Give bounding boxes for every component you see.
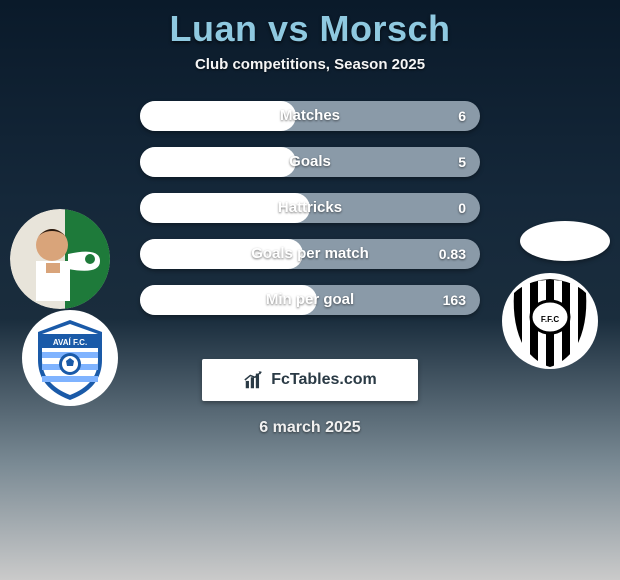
bar-label: Matches <box>140 101 480 131</box>
bar-track: Min per goal 163 <box>140 285 480 315</box>
bar-value: 0 <box>458 193 466 223</box>
bar-label: Goals <box>140 147 480 177</box>
bar-value: 6 <box>458 101 466 131</box>
vs-title: Luan vs Morsch <box>0 8 620 50</box>
stat-row: Goals per match 0.83 <box>140 239 480 269</box>
bar-value: 163 <box>443 285 466 315</box>
club-badge-left: AVAÍ F.C. <box>20 308 120 408</box>
bar-chart-icon <box>243 369 265 391</box>
club-badge-right: F.F.C <box>500 271 600 371</box>
stats-chart: AVAÍ F.C. <box>0 101 620 341</box>
fctables-watermark: FcTables.com <box>202 359 418 401</box>
watermark-text: FcTables.com <box>271 371 377 389</box>
bar-track: Matches 6 <box>140 101 480 131</box>
player-right-avatar <box>520 221 610 261</box>
stat-row: Hattricks 0 <box>140 193 480 223</box>
svg-text:F.F.C: F.F.C <box>541 315 559 324</box>
date-text: 6 march 2025 <box>0 419 620 437</box>
bar-track: Goals 5 <box>140 147 480 177</box>
bar-label: Min per goal <box>140 285 480 315</box>
figueirense-badge-icon: F.F.C <box>500 271 600 371</box>
avatar-placeholder-icon <box>10 209 110 309</box>
infographic-root: Luan vs Morsch Club competitions, Season… <box>0 0 620 437</box>
player-left-avatar <box>10 209 110 309</box>
avai-badge-icon: AVAÍ F.C. <box>20 308 120 408</box>
svg-text:AVAÍ F.C.: AVAÍ F.C. <box>53 338 87 347</box>
bar-track: Goals per match 0.83 <box>140 239 480 269</box>
stat-row: Matches 6 <box>140 101 480 131</box>
bar-value: 0.83 <box>439 239 466 269</box>
bar-track: Hattricks 0 <box>140 193 480 223</box>
bar-label: Hattricks <box>140 193 480 223</box>
bar-value: 5 <box>458 147 466 177</box>
bar-label: Goals per match <box>140 239 480 269</box>
competition-subtitle: Club competitions, Season 2025 <box>0 56 620 73</box>
stat-row: Goals 5 <box>140 147 480 177</box>
stat-bars: Matches 6 Goals 5 Hattricks 0 <box>140 101 480 331</box>
stat-row: Min per goal 163 <box>140 285 480 315</box>
